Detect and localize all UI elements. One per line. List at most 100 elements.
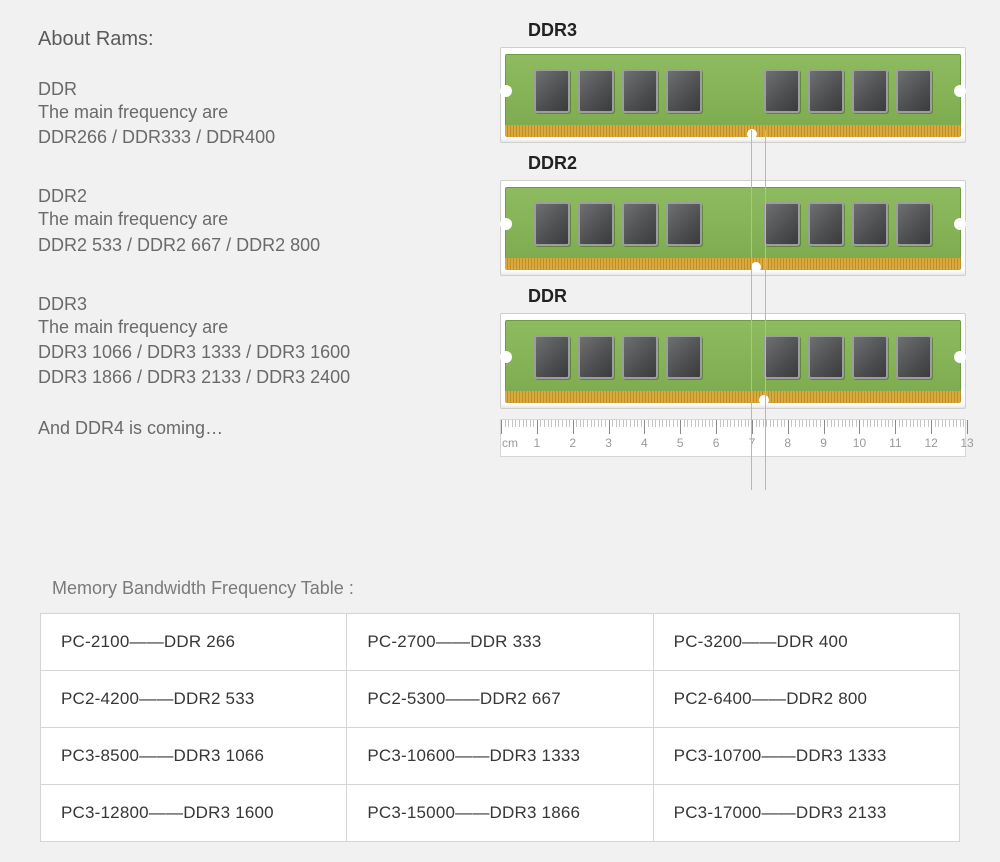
ram-chip bbox=[578, 335, 614, 379]
about-section-line: DDR266 / DDR333 / DDR400 bbox=[38, 125, 478, 150]
ram-chip bbox=[808, 69, 844, 113]
about-section-title: DDR bbox=[38, 79, 478, 100]
about-rams-panel: About Rams: DDRThe main frequency areDDR… bbox=[38, 28, 478, 439]
bandwidth-cell: PC3-10700——DDR3 1333 bbox=[653, 728, 959, 785]
bandwidth-cell: PC-2700——DDR 333 bbox=[347, 614, 653, 671]
ram-chip bbox=[666, 202, 702, 246]
about-footer: And DDR4 is coming… bbox=[38, 418, 478, 439]
ruler-number: 11 bbox=[889, 436, 901, 450]
bandwidth-cell: PC2-4200——DDR2 533 bbox=[41, 671, 347, 728]
ram-chip bbox=[896, 335, 932, 379]
table-row: PC-2100——DDR 266PC-2700——DDR 333PC-3200—… bbox=[41, 614, 960, 671]
ram-chip bbox=[852, 335, 888, 379]
ram-pcb bbox=[505, 187, 961, 259]
bandwidth-table-title: Memory Bandwidth Frequency Table : bbox=[52, 578, 960, 599]
bandwidth-cell: PC-3200——DDR 400 bbox=[653, 614, 959, 671]
ruler-major-tick bbox=[501, 420, 502, 434]
ram-chip bbox=[534, 202, 570, 246]
bandwidth-cell: PC3-17000——DDR3 2133 bbox=[653, 785, 959, 842]
notch-guide-line bbox=[765, 130, 766, 490]
ram-chip bbox=[896, 202, 932, 246]
bandwidth-cell: PC3-10600——DDR3 1333 bbox=[347, 728, 653, 785]
ram-card bbox=[500, 47, 966, 143]
ruler-major-tick bbox=[967, 420, 968, 434]
ram-module: DDR2 bbox=[500, 153, 980, 276]
ruler-major-tick bbox=[716, 420, 717, 434]
ram-pcb bbox=[505, 320, 961, 392]
ruler: cm12345678910111213 bbox=[500, 419, 966, 457]
ram-module: DDR bbox=[500, 286, 980, 409]
bandwidth-cell: PC2-5300——DDR2 667 bbox=[347, 671, 653, 728]
ruler-major-tick bbox=[573, 420, 574, 434]
ruler-major-tick bbox=[824, 420, 825, 434]
ram-pins bbox=[505, 125, 961, 137]
ruler-major-tick bbox=[609, 420, 610, 434]
ruler-major-tick bbox=[537, 420, 538, 434]
ruler-number: 5 bbox=[677, 436, 684, 450]
about-section-line: DDR3 1866 / DDR3 2133 / DDR3 2400 bbox=[38, 365, 478, 390]
ram-chip bbox=[578, 202, 614, 246]
ram-chip bbox=[764, 202, 800, 246]
ram-chip bbox=[666, 69, 702, 113]
ruler-number: 3 bbox=[605, 436, 612, 450]
ruler-number: 2 bbox=[569, 436, 576, 450]
table-row: PC2-4200——DDR2 533PC2-5300——DDR2 667PC2-… bbox=[41, 671, 960, 728]
ram-chip bbox=[896, 69, 932, 113]
bandwidth-cell: PC3-15000——DDR3 1866 bbox=[347, 785, 653, 842]
ruler-major-tick bbox=[788, 420, 789, 434]
bandwidth-table: PC-2100——DDR 266PC-2700——DDR 333PC-3200—… bbox=[40, 613, 960, 842]
ruler-major-tick bbox=[895, 420, 896, 434]
about-section-title: DDR3 bbox=[38, 294, 478, 315]
about-section-line: The main frequency are bbox=[38, 207, 478, 232]
about-heading: About Rams: bbox=[38, 28, 478, 51]
ruler-number: 7 bbox=[749, 436, 756, 450]
ram-notch bbox=[751, 262, 761, 272]
ruler-major-tick bbox=[752, 420, 753, 434]
ram-pcb bbox=[505, 54, 961, 126]
bandwidth-cell: PC2-6400——DDR2 800 bbox=[653, 671, 959, 728]
ruler-number: 8 bbox=[784, 436, 791, 450]
ruler-number: 12 bbox=[924, 436, 937, 450]
ram-chip bbox=[852, 202, 888, 246]
bandwidth-table-region: Memory Bandwidth Frequency Table : PC-21… bbox=[40, 578, 960, 842]
ram-chip bbox=[534, 69, 570, 113]
about-section-line: DDR2 533 / DDR2 667 / DDR2 800 bbox=[38, 233, 478, 258]
ram-module-label: DDR2 bbox=[528, 153, 980, 174]
ram-chip bbox=[578, 69, 614, 113]
ram-chip bbox=[808, 335, 844, 379]
ram-chip bbox=[808, 202, 844, 246]
table-row: PC3-8500——DDR3 1066PC3-10600——DDR3 1333P… bbox=[41, 728, 960, 785]
ram-module-label: DDR3 bbox=[528, 20, 980, 41]
ram-module: DDR3 bbox=[500, 20, 980, 143]
ram-chip bbox=[666, 335, 702, 379]
bandwidth-cell: PC3-12800——DDR3 1600 bbox=[41, 785, 347, 842]
notch-guide-line bbox=[751, 130, 752, 490]
ram-chip bbox=[764, 335, 800, 379]
ruler-number: 1 bbox=[534, 436, 541, 450]
about-section-line: The main frequency are bbox=[38, 100, 478, 125]
ram-chip bbox=[852, 69, 888, 113]
ram-chip bbox=[764, 69, 800, 113]
table-row: PC3-12800——DDR3 1600PC3-15000——DDR3 1866… bbox=[41, 785, 960, 842]
ram-chip bbox=[534, 335, 570, 379]
ram-card bbox=[500, 180, 966, 276]
about-section-line: DDR3 1066 / DDR3 1333 / DDR3 1600 bbox=[38, 340, 478, 365]
ruler-major-tick bbox=[931, 420, 932, 434]
ruler-unit: cm bbox=[502, 436, 518, 450]
bandwidth-cell: PC-2100——DDR 266 bbox=[41, 614, 347, 671]
ram-chip bbox=[622, 335, 658, 379]
ruler-number: 6 bbox=[713, 436, 720, 450]
about-section-line: The main frequency are bbox=[38, 315, 478, 340]
ruler-major-tick bbox=[680, 420, 681, 434]
ram-module-label: DDR bbox=[528, 286, 980, 307]
ram-diagram: DDR3DDR2DDR cm12345678910111213 bbox=[500, 20, 980, 457]
ram-card bbox=[500, 313, 966, 409]
ruler-number: 10 bbox=[853, 436, 866, 450]
ruler-major-tick bbox=[859, 420, 860, 434]
ruler-major-tick bbox=[644, 420, 645, 434]
ruler-number: 4 bbox=[641, 436, 648, 450]
ram-chip bbox=[622, 69, 658, 113]
ram-notch bbox=[747, 129, 757, 139]
about-section-title: DDR2 bbox=[38, 186, 478, 207]
ram-pins bbox=[505, 391, 961, 403]
